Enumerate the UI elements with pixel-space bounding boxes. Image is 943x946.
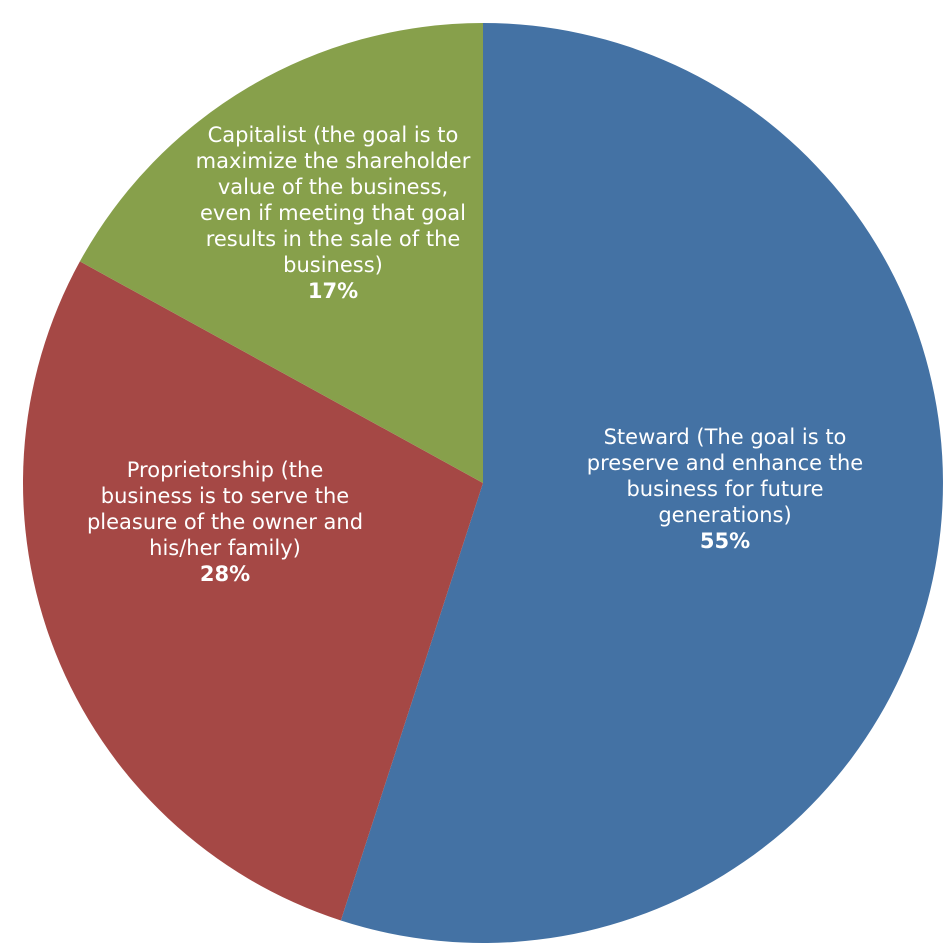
- slice-percent-label: 17%: [308, 279, 358, 303]
- slice-label-line: even if meeting that goal: [200, 201, 466, 225]
- pie-slice-2: [79, 23, 484, 483]
- slice-percent-label: 28%: [200, 562, 250, 586]
- slice-label-line: generations): [658, 503, 791, 527]
- slice-label-line: business): [283, 253, 383, 277]
- slice-label-line: Steward (The goal is to: [604, 425, 847, 449]
- slice-label-line: Capitalist (the goal is to: [208, 123, 459, 147]
- slice-label-line: maximize the shareholder: [196, 149, 471, 173]
- slice-percent-label: 55%: [700, 529, 750, 553]
- slice-label-line: pleasure of the owner and: [87, 510, 363, 534]
- slice-label-line: value of the business,: [218, 175, 448, 199]
- pie-slices: [22, 23, 943, 944]
- slice-label-line: business for future: [626, 477, 823, 501]
- slice-label-line: Proprietorship (the: [127, 458, 324, 482]
- pie-slice-1: [22, 261, 483, 921]
- slice-label-line: results in the sale of the: [206, 227, 461, 251]
- slice-label-line: business is to serve the: [101, 484, 349, 508]
- slice-label-line: preserve and enhance the: [587, 451, 863, 475]
- pie-slice-0: [340, 23, 943, 944]
- slice-label-line: his/her family): [149, 536, 301, 560]
